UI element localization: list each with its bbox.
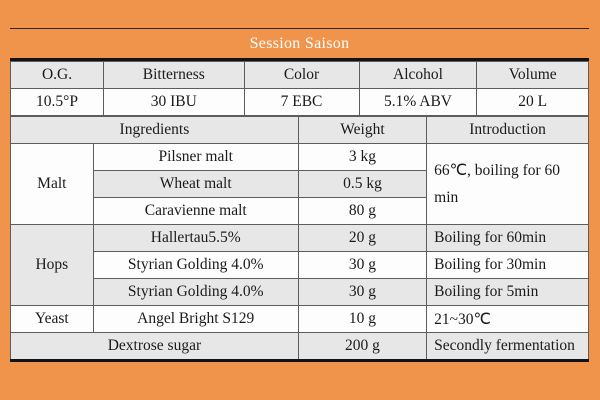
- spec-value-color: 7 EBC: [243, 88, 360, 116]
- spec-value-volume: 20 L: [476, 88, 589, 116]
- hops-item-2-weight: 30 g: [297, 251, 428, 279]
- sugar-weight: 200 g: [297, 332, 428, 361]
- hops-item-3-name: Styrian Golding 4.0%: [92, 278, 299, 306]
- yeast-label: Yeast: [10, 305, 94, 333]
- specs-header-row: O.G. Bitterness Color Alcohol Volume: [9, 61, 589, 89]
- spec-value-alcohol: 5.1% ABV: [358, 88, 478, 116]
- table-title-band: Session Saison: [10, 28, 589, 61]
- sugar-name: Dextrose sugar: [10, 332, 299, 361]
- malt-item-3-weight: 80 g: [297, 197, 428, 225]
- malt-introduction: 66℃, boiling for 60 min: [426, 143, 589, 225]
- sugar-row: Dextrose sugar 200 g Secondly fermentati…: [10, 332, 589, 361]
- yeast-row: Yeast Angel Bright S129 10 g 21~30℃: [10, 305, 589, 333]
- hops-item-1-name: Hallertau5.5%: [92, 224, 299, 252]
- spec-header-alcohol: Alcohol: [358, 61, 478, 89]
- specs-table: O.G. Bitterness Color Alcohol Volume 10.…: [9, 61, 589, 116]
- malt-item-3-name: Caravienne malt: [92, 197, 299, 225]
- hops-item-2-introduction: Boiling for 30min: [426, 251, 589, 279]
- hops-item-1-weight: 20 g: [297, 224, 428, 252]
- malt-item-2-weight: 0.5 kg: [297, 170, 428, 198]
- spec-value-og: 10.5°P: [9, 88, 105, 116]
- malt-row-1: Malt Pilsner malt 3 kg 66℃, boiling for …: [10, 143, 589, 225]
- malt-row-2: Wheat malt 0.5 kg: [11, 170, 589, 198]
- spec-header-color: Color: [243, 61, 360, 89]
- spec-header-bitterness: Bitterness: [103, 61, 245, 89]
- ingredients-table: Ingredients Weight Introduction Malt Pil…: [10, 116, 589, 362]
- spec-header-og: O.G.: [9, 61, 105, 89]
- spec-value-bitterness: 30 IBU: [103, 88, 245, 116]
- yeast-item-introduction: 21~30℃: [426, 305, 589, 333]
- hops-label: Hops: [10, 224, 94, 306]
- weight-header: Weight: [297, 116, 428, 144]
- specs-value-row: 10.5°P 30 IBU 7 EBC 5.1% ABV 20 L: [9, 88, 589, 116]
- malt-item-2-name: Wheat malt: [92, 170, 299, 198]
- sugar-introduction: Secondly fermentation: [426, 332, 589, 361]
- hops-item-3-weight: 30 g: [297, 278, 428, 306]
- ingredients-header-row: Ingredients Weight Introduction: [10, 116, 589, 144]
- page-title: Session Saison: [249, 34, 350, 52]
- yeast-item-name: Angel Bright S129: [92, 305, 299, 333]
- hops-item-3-introduction: Boiling for 5min: [426, 278, 589, 306]
- ingredients-header: Ingredients: [10, 116, 299, 144]
- malt-item-1-weight: 3 kg: [297, 143, 428, 171]
- hops-row-1: Hops Hallertau5.5% 20 g Boiling for 60mi…: [10, 224, 589, 306]
- yeast-item-weight: 10 g: [297, 305, 428, 333]
- hops-item-1-introduction: Boiling for 60min: [426, 224, 589, 252]
- hops-item-2-name: Styrian Golding 4.0%: [92, 251, 299, 279]
- introduction-header: Introduction: [426, 116, 589, 144]
- malt-label: Malt: [10, 143, 94, 225]
- malt-item-1-name: Pilsner malt: [92, 143, 299, 171]
- recipe-table: Session Saison O.G. Bitterness Color Alc…: [9, 28, 589, 362]
- hops-row-2: Styrian Golding 4.0% 30 g Boiling for 30…: [11, 251, 589, 279]
- spec-header-volume: Volume: [476, 61, 589, 89]
- hops-row-3: Styrian Golding 4.0% 30 g Boiling for 5m…: [11, 278, 589, 306]
